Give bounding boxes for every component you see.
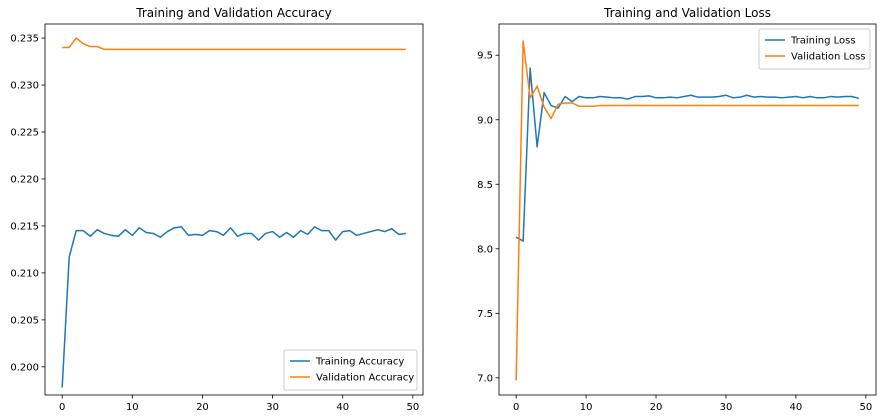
- x-tick-label-loss: 40: [790, 402, 803, 413]
- chart-accuracy: Training and Validation Accuracy 0 10 20 30 4…: [10, 6, 424, 413]
- legend-loss: Training Loss Validation Loss: [758, 28, 871, 70]
- x-tick-label-loss: 0: [513, 402, 519, 413]
- y-tick-label-loss: 9.5: [477, 51, 493, 62]
- y-tick-label-accuracy: 0.220: [10, 174, 39, 185]
- series-line-accuracy-validation: [62, 37, 406, 51]
- x-tick-label-accuracy: 30: [266, 402, 279, 413]
- y-tick-label-loss: 7.5: [477, 309, 493, 320]
- y-tick-label-accuracy: 0.225: [10, 128, 39, 139]
- x-tick-label-accuracy: 10: [126, 402, 139, 413]
- series-line-loss-validation: [515, 40, 859, 381]
- x-tick-label-loss: 20: [650, 402, 663, 413]
- legend-box-accuracy: [283, 349, 418, 391]
- x-tick-label-accuracy: 40: [336, 402, 349, 413]
- y-tick-label-accuracy: 0.205: [10, 315, 39, 326]
- x-tick-label-accuracy: 50: [406, 402, 419, 413]
- chart-loss: Training and Validation Loss 0 10 20 30 40 50 7…: [477, 6, 877, 413]
- y-tick-label-loss: 8.5: [477, 180, 493, 191]
- legend-label-loss-validation: Validation Loss: [791, 52, 866, 63]
- legend-accuracy: Training Accuracy Validation Accuracy: [283, 349, 418, 391]
- y-tick-label-accuracy: 0.235: [10, 34, 39, 45]
- y-tick-label-accuracy: 0.200: [10, 362, 39, 373]
- legend-label-accuracy-training: Training Accuracy: [315, 357, 404, 368]
- x-tick-label-loss: 50: [859, 402, 872, 413]
- y-tick-label-loss: 7.0: [477, 373, 493, 384]
- series-line-loss-training: [515, 67, 860, 242]
- y-tick-label-loss: 8.0: [477, 244, 493, 255]
- y-tick-label-accuracy: 0.215: [10, 221, 39, 232]
- x-tick-label-accuracy: 0: [59, 402, 65, 413]
- series-line-accuracy-training: [61, 226, 406, 388]
- plot-frame-loss: [498, 23, 877, 396]
- x-tick-label-accuracy: 20: [196, 402, 209, 413]
- chart-title-accuracy: Training and Validation Accuracy: [135, 6, 331, 20]
- x-tick-label-loss: 10: [580, 402, 593, 413]
- legend-box-loss: [758, 28, 871, 70]
- y-tick-label-accuracy: 0.230: [10, 81, 39, 92]
- chart-title-loss: Training and Validation Loss: [603, 6, 771, 20]
- plot-frame-accuracy: [44, 23, 424, 396]
- x-tick-label-loss: 30: [720, 402, 733, 413]
- y-tick-label-loss: 9.0: [477, 115, 493, 126]
- legend-label-accuracy-validation: Validation Accuracy: [316, 373, 414, 384]
- y-tick-label-accuracy: 0.210: [10, 268, 39, 279]
- legend-label-loss-training: Training Loss: [790, 36, 856, 47]
